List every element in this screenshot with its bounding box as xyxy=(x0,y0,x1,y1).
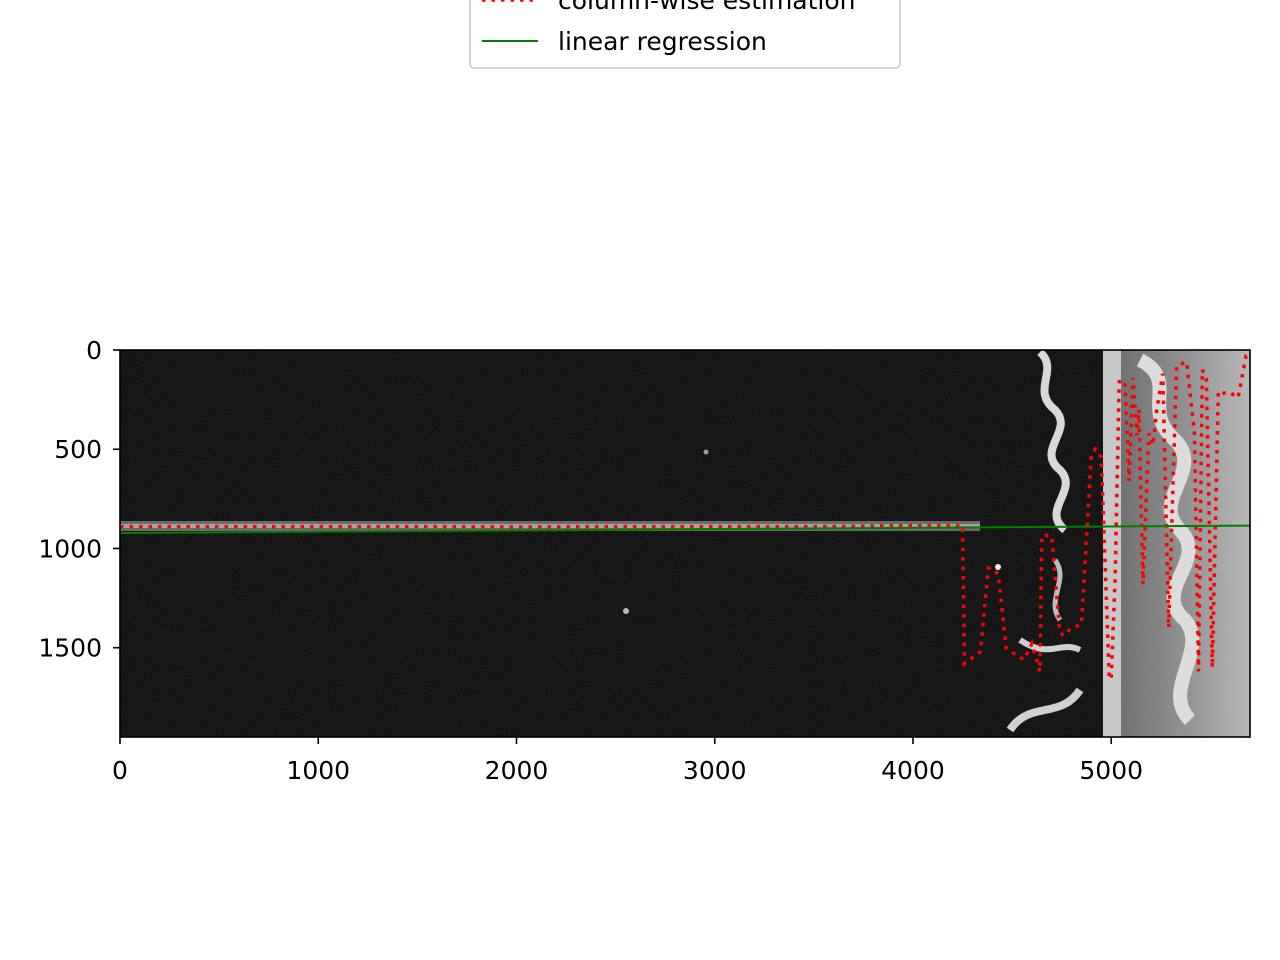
y-tick-label: 1000 xyxy=(38,534,102,563)
y-tick-label: 0 xyxy=(86,336,102,365)
x-tick-label: 4000 xyxy=(881,756,945,785)
legend-label-linear-regression: linear regression xyxy=(558,27,767,56)
series-layer xyxy=(120,353,1250,684)
y-axis-ticks: 0 500 1000 1500 xyxy=(38,336,120,663)
x-tick-label: 0 xyxy=(112,756,128,785)
y-tick-label: 500 xyxy=(54,435,102,464)
x-tick-label: 1000 xyxy=(286,756,350,785)
axes-frame xyxy=(119,349,1251,738)
x-axis-ticks: 0 1000 2000 3000 4000 5000 xyxy=(112,737,1143,785)
x-tick-label: 5000 xyxy=(1079,756,1143,785)
y-tick-label: 1500 xyxy=(38,634,102,663)
series-line-linear-regression xyxy=(120,524,1250,534)
background-image xyxy=(120,350,1250,737)
legend-label-column-wise-estimation: column-wise estimation xyxy=(558,0,856,15)
x-tick-label: 2000 xyxy=(485,756,549,785)
x-tick-label: 3000 xyxy=(683,756,747,785)
legend-box xyxy=(469,0,901,69)
legend: column-wise estimation linear regression xyxy=(469,0,901,69)
series-line-column-wise-estimation xyxy=(120,353,1250,684)
